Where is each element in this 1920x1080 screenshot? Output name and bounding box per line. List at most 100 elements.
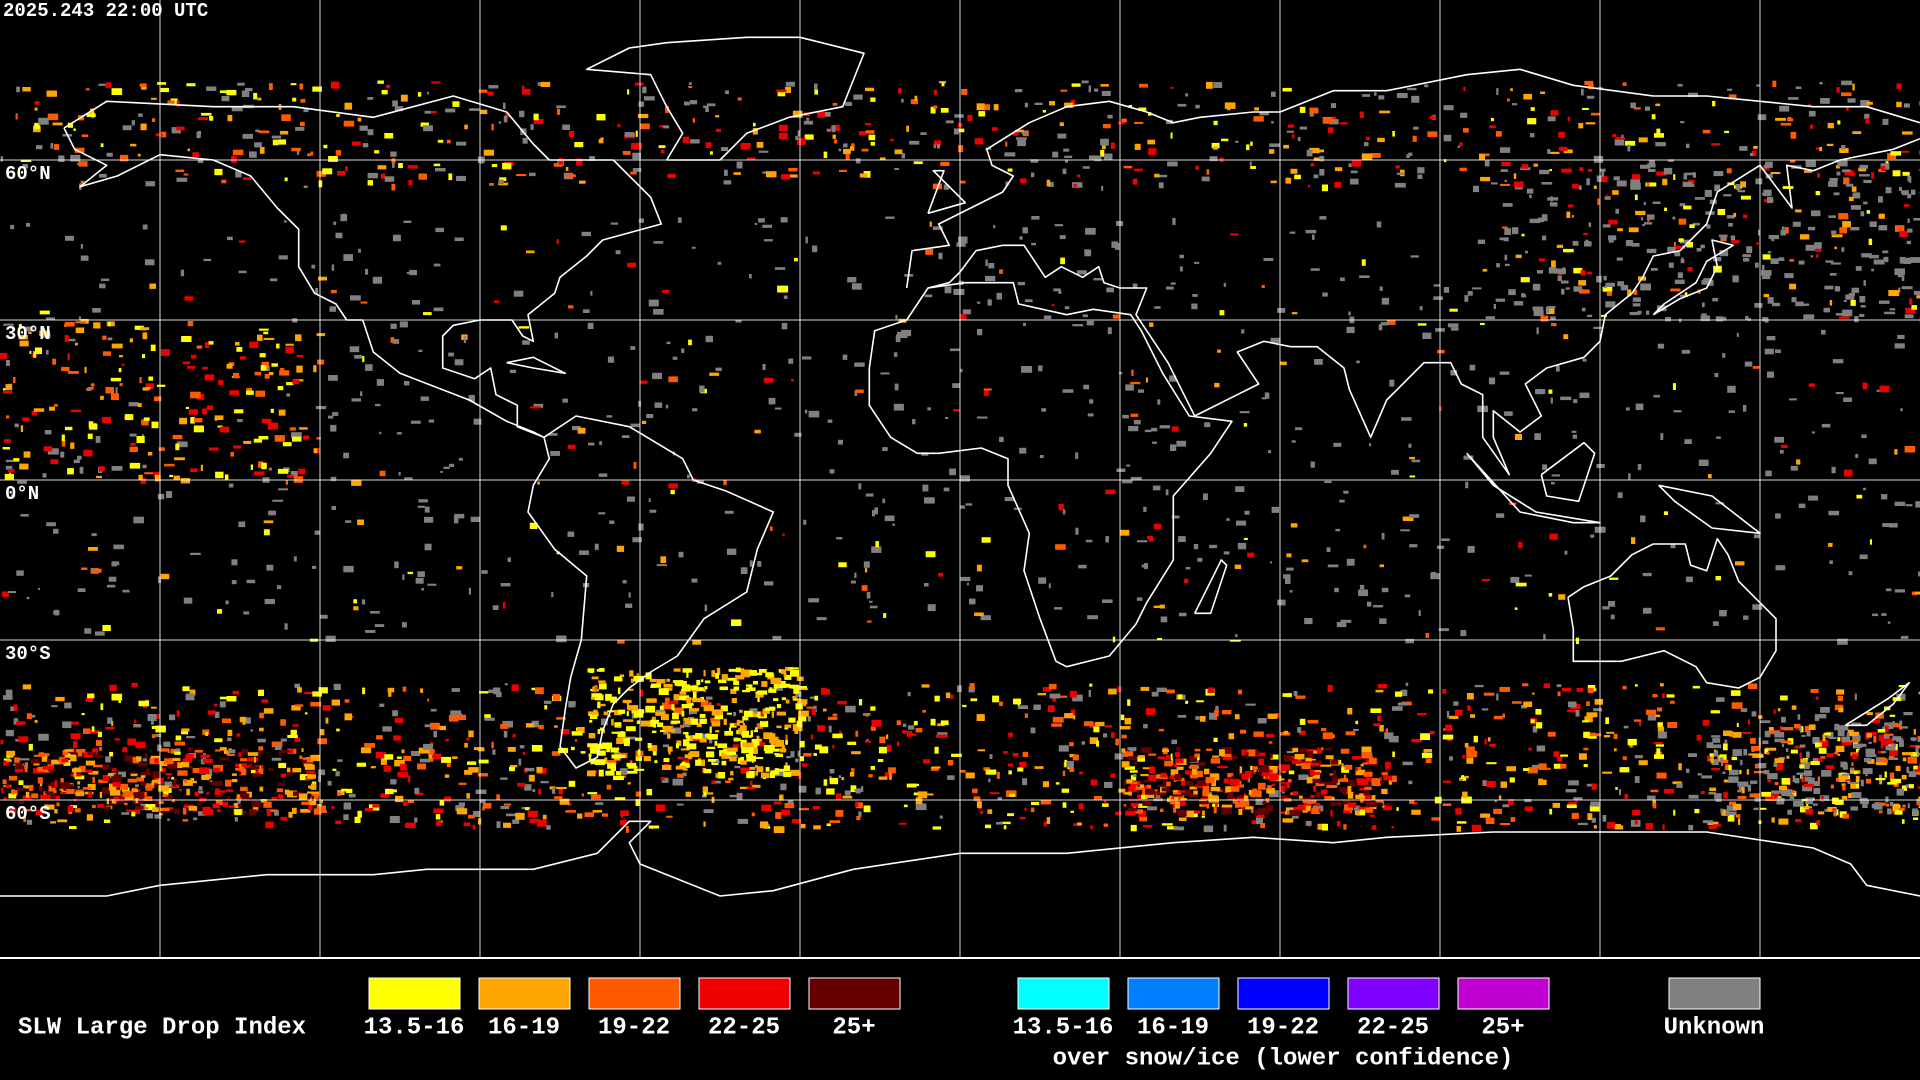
cloud-pixel <box>605 693 612 701</box>
cloud-pixel <box>3 761 10 766</box>
cloud-pixel <box>1834 799 1844 805</box>
cloud-pixel <box>70 442 75 449</box>
cloud-pixel <box>1639 719 1642 727</box>
cloud-pixel <box>2 779 7 784</box>
cloud-pixel <box>1381 532 1385 540</box>
cloud-pixel <box>826 788 835 795</box>
cloud-pixel <box>452 688 460 692</box>
cloud-pixel <box>330 476 337 482</box>
cloud-pixel <box>792 684 800 689</box>
cloud-pixel <box>1381 802 1384 806</box>
cloud-pixel <box>590 291 593 296</box>
cloud-pixel <box>234 809 242 816</box>
cloud-pixel <box>1525 250 1528 254</box>
cloud-pixel <box>1385 728 1388 733</box>
cloud-pixel <box>1313 157 1321 161</box>
cloud-pixel <box>1873 735 1877 743</box>
cloud-pixel <box>1855 266 1862 271</box>
cloud-pixel <box>337 790 345 796</box>
cloud-pixel <box>81 567 88 570</box>
cloud-pixel <box>0 740 4 744</box>
cloud-pixel <box>531 687 536 691</box>
cloud-pixel <box>1400 529 1410 532</box>
cloud-pixel <box>775 812 782 819</box>
cloud-pixel <box>1443 134 1452 142</box>
cloud-pixel <box>568 802 572 806</box>
cloud-pixel <box>756 738 763 742</box>
cloud-pixel <box>749 670 757 676</box>
cloud-pixel <box>1835 745 1845 752</box>
cloud-pixel <box>1604 286 1607 289</box>
cloud-pixel <box>34 101 40 105</box>
cloud-pixel <box>940 720 949 726</box>
cloud-pixel <box>280 738 287 742</box>
cloud-pixel <box>1153 523 1162 530</box>
cloud-pixel <box>107 773 114 777</box>
cloud-pixel <box>1767 371 1774 378</box>
cloud-pixel <box>1160 772 1167 778</box>
cloud-pixel <box>1069 690 1077 698</box>
cloud-pixel <box>1073 184 1078 187</box>
cloud-pixel <box>974 138 984 145</box>
cloud-pixel <box>675 765 687 770</box>
cloud-pixel <box>1632 297 1641 302</box>
cloud-pixel <box>1344 790 1347 796</box>
cloud-pixel <box>1289 809 1301 816</box>
cloud-pixel <box>1878 774 1883 780</box>
cloud-pixel <box>803 120 814 125</box>
cloud-pixel <box>1383 775 1393 781</box>
cloud-pixel <box>1107 114 1113 119</box>
cloud-pixel <box>99 283 106 289</box>
cloud-pixel <box>1087 413 1094 417</box>
cloud-pixel <box>472 810 481 817</box>
cloud-pixel <box>650 719 660 724</box>
cloud-pixel <box>414 787 420 794</box>
cloud-pixel <box>134 792 145 799</box>
cloud-pixel <box>112 768 117 772</box>
cloud-pixel <box>1588 222 1592 227</box>
cloud-pixel <box>817 725 825 732</box>
cloud-pixel <box>1443 287 1450 293</box>
cloud-pixel <box>1770 172 1781 174</box>
cloud-pixel <box>1535 722 1543 729</box>
cloud-pixel <box>976 416 988 419</box>
cloud-pixel <box>1078 803 1084 809</box>
cloud-pixel <box>1017 281 1025 286</box>
cloud-pixel <box>54 809 58 814</box>
cloud-pixel <box>46 349 49 355</box>
cloud-pixel <box>735 675 745 680</box>
cloud-pixel <box>1819 82 1823 85</box>
cloud-pixel <box>1655 103 1661 107</box>
cloud-pixel <box>740 567 748 574</box>
cloud-pixel <box>617 687 621 695</box>
cloud-pixel <box>300 121 305 127</box>
cloud-pixel <box>509 765 518 768</box>
cloud-pixel <box>625 603 633 608</box>
latitude-label: 30°N <box>5 323 51 345</box>
cloud-pixel <box>816 617 827 621</box>
cloud-pixel <box>34 719 38 723</box>
cloud-pixel <box>454 237 464 242</box>
cloud-pixel <box>1088 690 1091 697</box>
cloud-pixel <box>119 383 123 387</box>
cloud-pixel <box>1842 762 1848 770</box>
cloud-pixel <box>1490 117 1494 122</box>
cloud-pixel <box>1825 765 1835 769</box>
cloud-pixel <box>1850 783 1860 789</box>
legend-label: 25+ <box>832 1014 875 1041</box>
cloud-pixel <box>617 725 621 728</box>
cloud-pixel <box>1711 744 1722 749</box>
cloud-pixel <box>627 782 631 785</box>
legend-label: 22-25 <box>1357 1014 1429 1041</box>
cloud-pixel <box>456 175 466 182</box>
cloud-pixel <box>687 702 694 706</box>
cloud-pixel <box>1066 760 1074 768</box>
cloud-pixel <box>1335 528 1341 532</box>
cloud-pixel <box>402 686 407 692</box>
cloud-pixel <box>217 425 223 428</box>
cloud-pixel <box>1591 783 1597 790</box>
cloud-pixel <box>185 406 190 409</box>
cloud-pixel <box>97 731 102 738</box>
cloud-pixel <box>1781 727 1785 730</box>
cloud-pixel <box>198 117 208 121</box>
